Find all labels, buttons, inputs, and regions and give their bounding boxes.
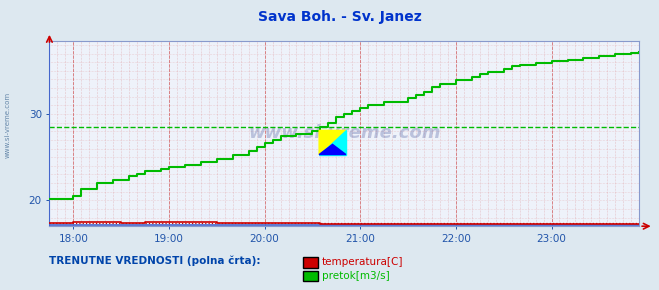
- Text: TRENUTNE VREDNOSTI (polna črta):: TRENUTNE VREDNOSTI (polna črta):: [49, 256, 261, 266]
- Polygon shape: [319, 130, 346, 155]
- Text: pretok[m3/s]: pretok[m3/s]: [322, 271, 389, 281]
- Text: Sava Boh. - Sv. Janez: Sava Boh. - Sv. Janez: [258, 10, 421, 24]
- Polygon shape: [319, 144, 346, 155]
- Text: www.si-vreme.com: www.si-vreme.com: [248, 124, 441, 142]
- Polygon shape: [319, 130, 346, 155]
- Text: www.si-vreme.com: www.si-vreme.com: [5, 92, 11, 158]
- Text: temperatura[C]: temperatura[C]: [322, 258, 403, 267]
